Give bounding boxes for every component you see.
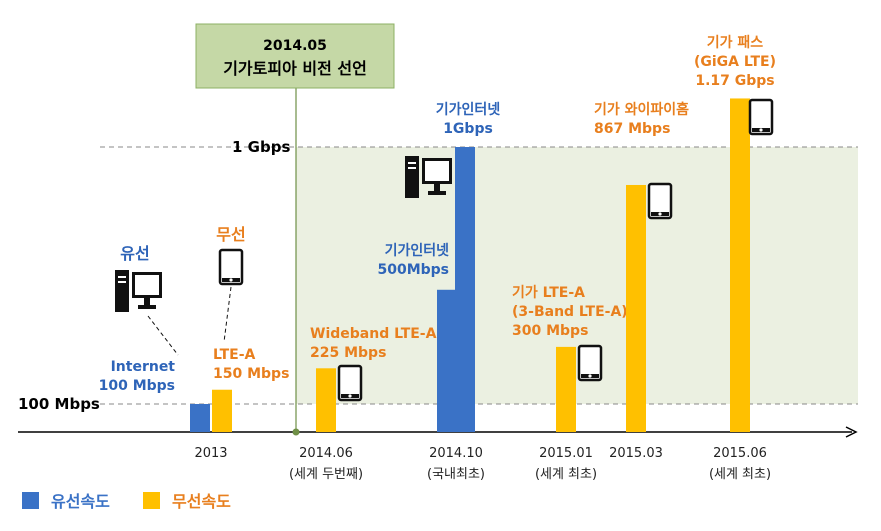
bar-data-label: 500Mbps [377, 262, 449, 278]
bar [626, 184, 646, 432]
y-tick-label: 100 Mbps [18, 395, 100, 413]
legend-wireless-label: 무선속도 [172, 492, 231, 511]
phone-icon [647, 182, 673, 220]
bar-data-label: (3-Band LTE-A) [512, 304, 628, 320]
callout-dot [292, 428, 300, 436]
bar-data-label: 225 Mbps [310, 345, 386, 361]
bar-data-label: 150 Mbps [213, 366, 289, 382]
monitor-stand [138, 305, 156, 309]
x-tick-label: 2015.06 [713, 446, 767, 461]
bar-data-label: 1Gbps [443, 121, 493, 137]
group-label-wired: 유선 [120, 244, 149, 263]
phone-button [229, 278, 233, 282]
y-tick-label: 1 Gbps [232, 138, 290, 156]
gigabit-band [296, 147, 858, 404]
monitor-neck [144, 298, 150, 305]
computer-tower [115, 270, 129, 312]
phone-button [588, 374, 592, 378]
bar-data-label: 867 Mbps [594, 121, 670, 137]
x-tick-sublabel: (국내최초) [427, 467, 485, 482]
tower-slot [408, 167, 416, 169]
monitor-screen [425, 161, 449, 181]
phone-body [647, 182, 673, 220]
leader-line [223, 286, 232, 343]
computer-icon [405, 156, 452, 198]
leader-line [147, 315, 179, 356]
x-tick-sublabel: (세계 최초) [709, 467, 771, 482]
phone-icon [577, 344, 603, 382]
bar [730, 98, 750, 432]
bar-data-label: 1.17 Gbps [695, 73, 774, 89]
x-tick-sublabel: (세계 최초) [535, 467, 597, 482]
phone-button [658, 212, 662, 216]
bar [437, 289, 457, 432]
bar [556, 346, 576, 432]
callout-subtitle: 기가토피아 비전 선언 [223, 59, 367, 78]
monitor-neck [434, 184, 440, 191]
x-axis-arrow [845, 426, 858, 438]
x-tick-label: 2014.10 [429, 446, 483, 461]
phone-body [577, 344, 603, 382]
computer-tower [405, 156, 419, 198]
x-tick-sublabel: (세계 두번째) [289, 467, 363, 482]
phone-button [759, 128, 763, 132]
bar-data-label: 기가인터넷 [385, 242, 450, 259]
bar [316, 368, 336, 432]
x-tick-label: 2014.06 [299, 446, 353, 461]
tower-slot [118, 276, 126, 278]
bar-data-label: 300 Mbps [512, 323, 588, 339]
phone-icon [218, 248, 244, 286]
legend-wired-swatch [22, 491, 39, 509]
tower-slot [118, 281, 126, 283]
phone-button [348, 394, 352, 398]
phone-icon [748, 98, 774, 136]
x-tick-label: 2013 [194, 446, 227, 461]
bar-data-label: 기가 와이파이홈 [594, 101, 689, 118]
bar [455, 147, 475, 432]
bar-data-label: Internet [111, 359, 176, 375]
x-tick-label: 2015.03 [609, 446, 663, 461]
legend-wired-label: 유선속도 [51, 492, 110, 511]
group-label-wireless: 무선 [216, 225, 245, 244]
legend-wired: 유선속도 [22, 488, 110, 512]
computer-icon [115, 270, 162, 312]
callout-title: 2014.05 [263, 38, 327, 54]
monitor-screen [135, 275, 159, 295]
callout-box [195, 23, 395, 89]
tower-slot [408, 162, 416, 164]
bar [212, 389, 232, 432]
bar [190, 404, 210, 432]
legend-wireless: 무선속도 [143, 488, 231, 512]
bar-data-label: (GiGA LTE) [694, 54, 776, 70]
bar-data-label: 기가 LTE-A [512, 285, 585, 301]
bar-data-label: 기가 패스 [707, 35, 764, 51]
phone-body [748, 98, 774, 136]
bar-data-label: LTE-A [213, 347, 256, 363]
x-tick-label: 2015.01 [539, 446, 593, 461]
bar-data-label: 기가인터넷 [436, 101, 501, 118]
bar-data-label: 100 Mbps [99, 378, 175, 394]
bar-data-label: Wideband LTE-A [310, 326, 437, 342]
legend-wireless-swatch [143, 491, 160, 509]
phone-body [337, 364, 363, 402]
phone-body [218, 248, 244, 286]
monitor-stand [428, 191, 446, 195]
phone-icon [337, 364, 363, 402]
